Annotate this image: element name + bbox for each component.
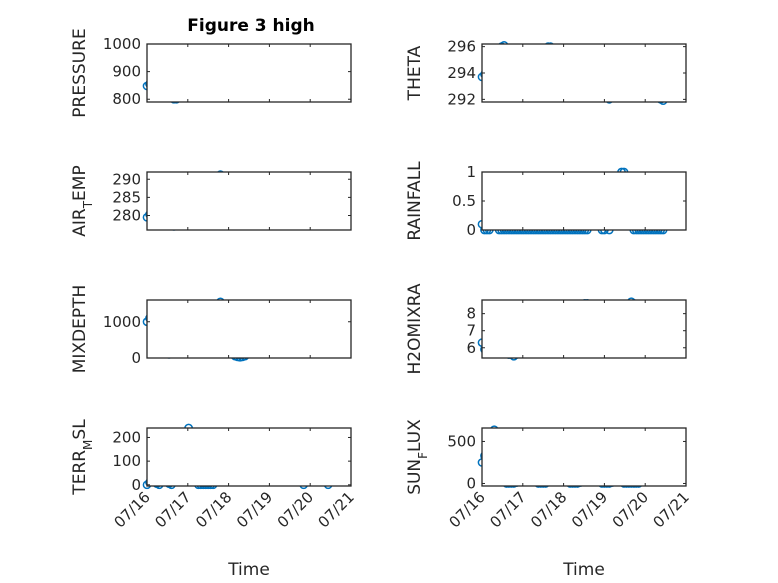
subplot-2: 292 294 296 THETA xyxy=(405,38,687,108)
x-tick-label: 07/21 xyxy=(315,488,358,531)
x-tick-label: 07/16 xyxy=(111,488,154,531)
y-tick-label: 0 xyxy=(466,221,476,239)
x-tick-label: 07/18 xyxy=(527,488,570,531)
axes-box xyxy=(481,299,687,359)
y-axis-label: TERRMSL xyxy=(70,419,95,496)
x-tick-label: 07/19 xyxy=(233,488,276,531)
axes-box xyxy=(146,299,352,359)
y-tick-label: 500 xyxy=(447,432,476,450)
y-axis-label: PRESSURE xyxy=(70,28,90,117)
x-tick-label: 07/20 xyxy=(274,488,317,531)
y-tick-label: 280 xyxy=(112,207,141,225)
axes-box xyxy=(146,171,352,231)
y-axis-label: AIRTEMP xyxy=(70,165,95,236)
y-tick-label: 0 xyxy=(466,474,476,492)
y-tick-label: 800 xyxy=(112,90,141,108)
x-axis-label: Time xyxy=(562,560,605,580)
y-tick-label: 1000 xyxy=(103,35,141,53)
y-tick-label: 8 xyxy=(466,305,476,323)
axes-box xyxy=(146,427,352,487)
x-tick-label: 07/17 xyxy=(151,488,194,531)
subplot-5: 0 1000 MIXDEPTH xyxy=(70,285,352,374)
axes-box xyxy=(146,43,352,103)
y-tick-label: 285 xyxy=(112,188,141,206)
x-axis-label: Time xyxy=(227,560,270,580)
y-tick-label: 1000 xyxy=(103,313,141,331)
y-tick-label: 900 xyxy=(112,63,141,81)
y-axis-label: THETA xyxy=(405,45,425,101)
y-tick-label: 0 xyxy=(131,349,141,367)
subplot-4: 0 0.5 1 RAINFALL xyxy=(405,161,687,241)
x-tick-label: 07/17 xyxy=(486,488,529,531)
y-tick-label: 100 xyxy=(112,452,141,470)
y-tick-label: 200 xyxy=(112,428,141,446)
subplot-1: 800 900 1000 PRESSURE xyxy=(70,28,352,118)
x-tick-label: 07/18 xyxy=(192,488,235,531)
x-tick-label: 07/20 xyxy=(609,488,652,531)
y-tick-label: 7 xyxy=(466,322,476,340)
x-tick-label: 07/21 xyxy=(650,488,693,531)
y-tick-label: 296 xyxy=(447,38,476,56)
x-tick-label: 07/19 xyxy=(568,488,611,531)
figure-title: Figure 3 high xyxy=(187,16,315,36)
y-tick-label: 292 xyxy=(447,90,476,108)
y-axis-label: RAINFALL xyxy=(405,161,425,241)
subplot-6: 678 H2OMIXRA xyxy=(405,283,687,375)
y-tick-label: 294 xyxy=(447,64,476,82)
axes-box xyxy=(481,427,687,487)
y-tick-label: 290 xyxy=(112,170,141,188)
y-tick-label: 0 xyxy=(131,476,141,494)
axes-box xyxy=(481,43,687,103)
y-axis-label: SUNFLUX xyxy=(405,419,430,495)
x-tick-label: 07/16 xyxy=(446,488,489,531)
y-tick-label: 0.5 xyxy=(452,192,476,210)
y-tick-label: 1 xyxy=(466,163,476,181)
axes-box xyxy=(481,171,687,231)
y-tick-label: 6 xyxy=(466,339,476,357)
y-axis-label: MIXDEPTH xyxy=(70,285,90,374)
y-axis-label: H2OMIXRA xyxy=(405,283,425,374)
